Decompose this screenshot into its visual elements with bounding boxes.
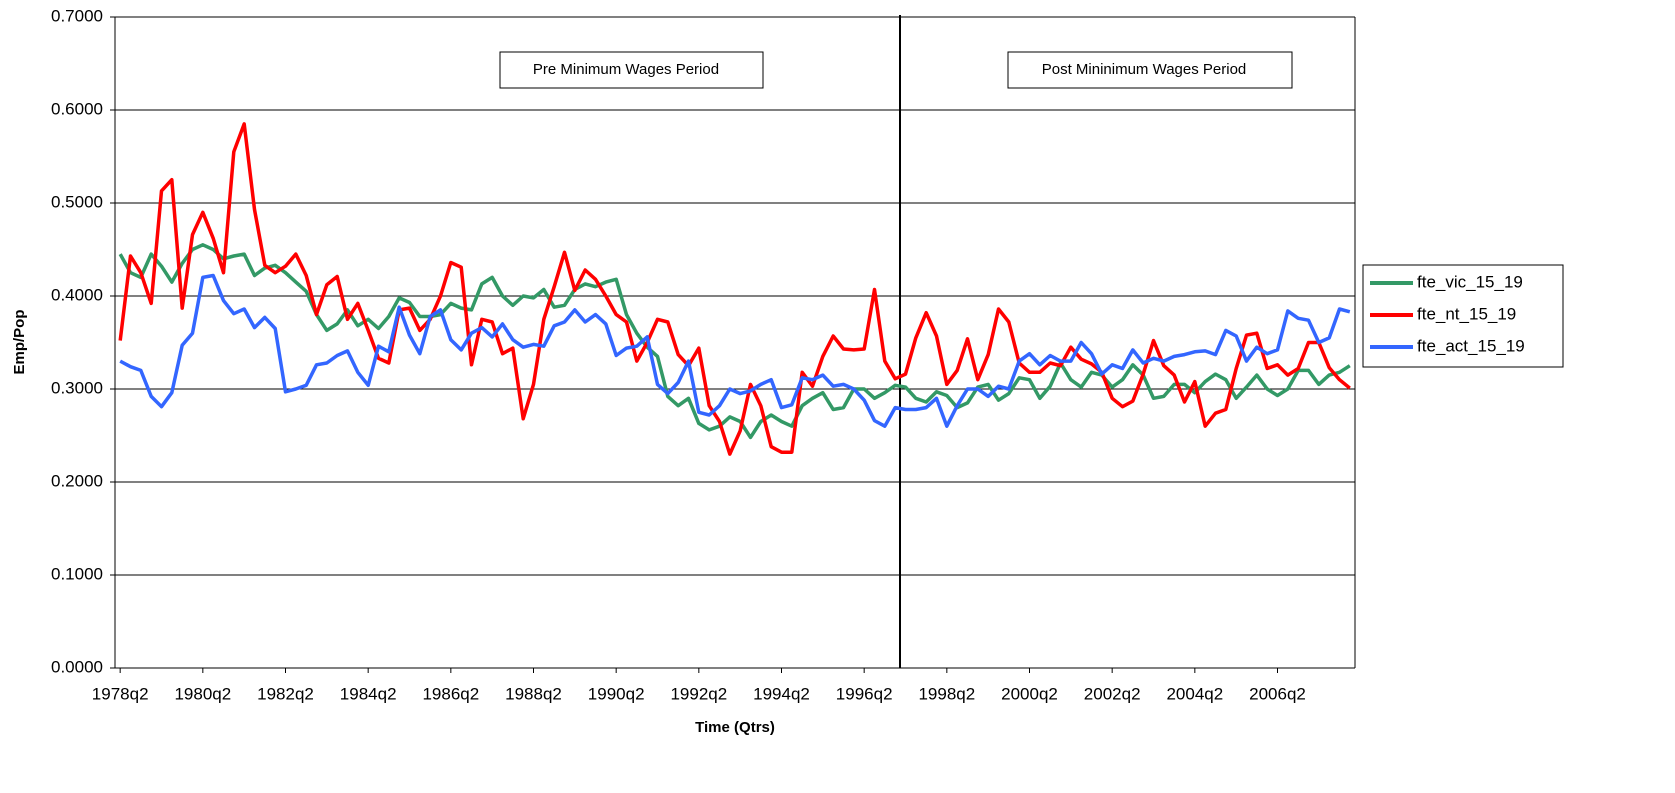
grid	[115, 16, 1355, 669]
x-tick-label: 2000q2	[1001, 684, 1058, 703]
legend-label: fte_nt_15_19	[1417, 304, 1516, 323]
x-tick-label: 1984q2	[340, 684, 397, 703]
annotation: Post Mininimum Wages Period	[1042, 61, 1247, 78]
x-tick-label: 1980q2	[174, 684, 231, 703]
y-tick-label: 0.7000	[51, 6, 103, 25]
x-tick-label: 1986q2	[422, 684, 479, 703]
x-tick-label: 1994q2	[753, 684, 810, 703]
x-axis-label: Time (Qtrs)	[695, 719, 775, 736]
x-tick-label: 2004q2	[1166, 684, 1223, 703]
y-axis-label: Emp/Pop	[11, 309, 28, 374]
x-tick-label: 1990q2	[588, 684, 645, 703]
y-tick-label: 0.4000	[51, 285, 103, 304]
y-tick-label: 0.1000	[51, 564, 103, 583]
annotation-box	[499, 51, 764, 89]
x-tick-label: 1998q2	[918, 684, 975, 703]
y-tick-label: 0.5000	[51, 192, 103, 211]
y-tick-label: 0.6000	[51, 99, 103, 118]
legend-label: fte_vic_15_19	[1417, 272, 1523, 291]
annotation: Pre Minimum Wages Period	[533, 61, 719, 78]
x-tick-label: 1982q2	[257, 684, 314, 703]
x-tick-label: 1996q2	[836, 684, 893, 703]
legend-label: fte_act_15_19	[1417, 336, 1525, 355]
series-line	[119, 273, 1351, 428]
series-line	[118, 243, 1351, 440]
series-line	[118, 122, 1351, 456]
annotation-box	[1007, 51, 1293, 89]
y-tick-label: 0.3000	[51, 378, 103, 397]
y-tick-label: 0.0000	[51, 657, 103, 676]
x-tick-label: 2002q2	[1084, 684, 1141, 703]
x-tick-label: 1988q2	[505, 684, 562, 703]
x-tick-label: 1992q2	[670, 684, 727, 703]
y-tick-label: 0.2000	[51, 471, 103, 490]
x-tick-label: 2006q2	[1249, 684, 1306, 703]
x-tick-label: 1978q2	[92, 684, 149, 703]
